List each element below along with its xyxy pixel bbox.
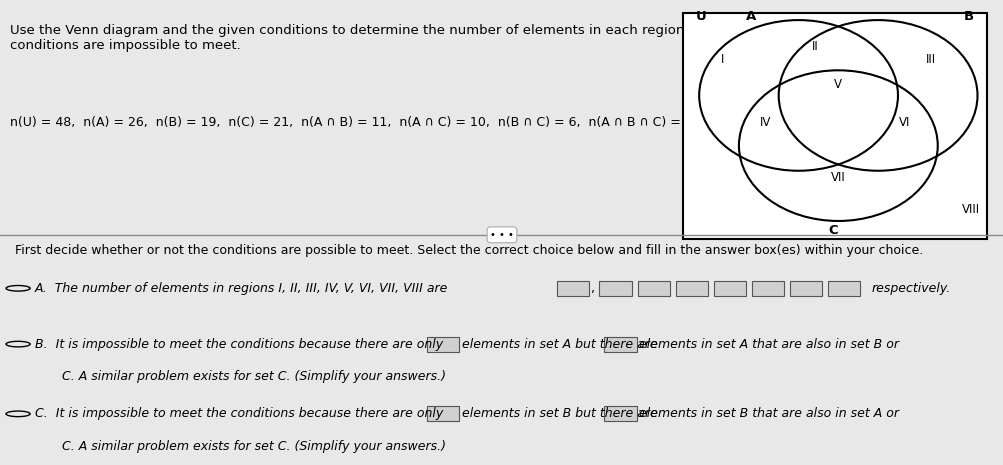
Text: B.  It is impossible to meet the conditions because there are only: B. It is impossible to meet the conditio… — [35, 338, 442, 351]
FancyBboxPatch shape — [557, 281, 589, 296]
FancyBboxPatch shape — [827, 281, 860, 296]
Text: VII: VII — [830, 171, 845, 184]
Text: elements in set B that are also in set A or: elements in set B that are also in set A… — [638, 407, 898, 420]
Text: C: C — [827, 224, 838, 237]
Text: A.  The number of elements in regions I, II, III, IV, V, VI, VII, VIII are: A. The number of elements in regions I, … — [35, 282, 448, 295]
Text: C. A similar problem exists for set C. (Simplify your answers.): C. A similar problem exists for set C. (… — [62, 440, 445, 453]
FancyBboxPatch shape — [426, 337, 458, 352]
FancyBboxPatch shape — [599, 281, 631, 296]
Text: • • •: • • • — [489, 230, 514, 240]
Text: II: II — [811, 40, 817, 53]
Text: Use the Venn diagram and the given conditions to determine the number of element: Use the Venn diagram and the given condi… — [10, 24, 816, 52]
Text: V: V — [833, 78, 842, 91]
Text: ,: , — [591, 282, 595, 295]
FancyBboxPatch shape — [682, 13, 987, 239]
Text: elements in set A that are also in set B or: elements in set A that are also in set B… — [638, 338, 898, 351]
Text: n(U) = 48,  n(A) = 26,  n(B) = 19,  n(C) = 21,  n(A ∩ B) = 11,  n(A ∩ C) = 10,  : n(U) = 48, n(A) = 26, n(B) = 19, n(C) = … — [10, 116, 692, 129]
FancyBboxPatch shape — [637, 281, 669, 296]
FancyBboxPatch shape — [604, 337, 636, 352]
FancyBboxPatch shape — [789, 281, 821, 296]
Text: elements in set A but there are: elements in set A but there are — [461, 338, 657, 351]
Text: A: A — [745, 10, 755, 23]
Text: VI: VI — [898, 115, 910, 128]
Text: respectively.: respectively. — [871, 282, 950, 295]
Text: B: B — [963, 10, 973, 23]
Text: C.  It is impossible to meet the conditions because there are only: C. It is impossible to meet the conditio… — [35, 407, 443, 420]
FancyBboxPatch shape — [426, 406, 458, 421]
Text: U: U — [695, 10, 706, 23]
Text: VIII: VIII — [961, 203, 979, 216]
FancyBboxPatch shape — [713, 281, 745, 296]
Text: I: I — [720, 53, 723, 66]
FancyBboxPatch shape — [751, 281, 783, 296]
Text: First decide whether or not the conditions are possible to meet. Select the corr: First decide whether or not the conditio… — [15, 244, 923, 257]
Text: C. A similar problem exists for set C. (Simplify your answers.): C. A similar problem exists for set C. (… — [62, 370, 445, 383]
Text: IV: IV — [759, 115, 770, 128]
FancyBboxPatch shape — [604, 406, 636, 421]
Text: III: III — [925, 53, 935, 66]
FancyBboxPatch shape — [675, 281, 707, 296]
Text: elements in set B but there are: elements in set B but there are — [461, 407, 657, 420]
